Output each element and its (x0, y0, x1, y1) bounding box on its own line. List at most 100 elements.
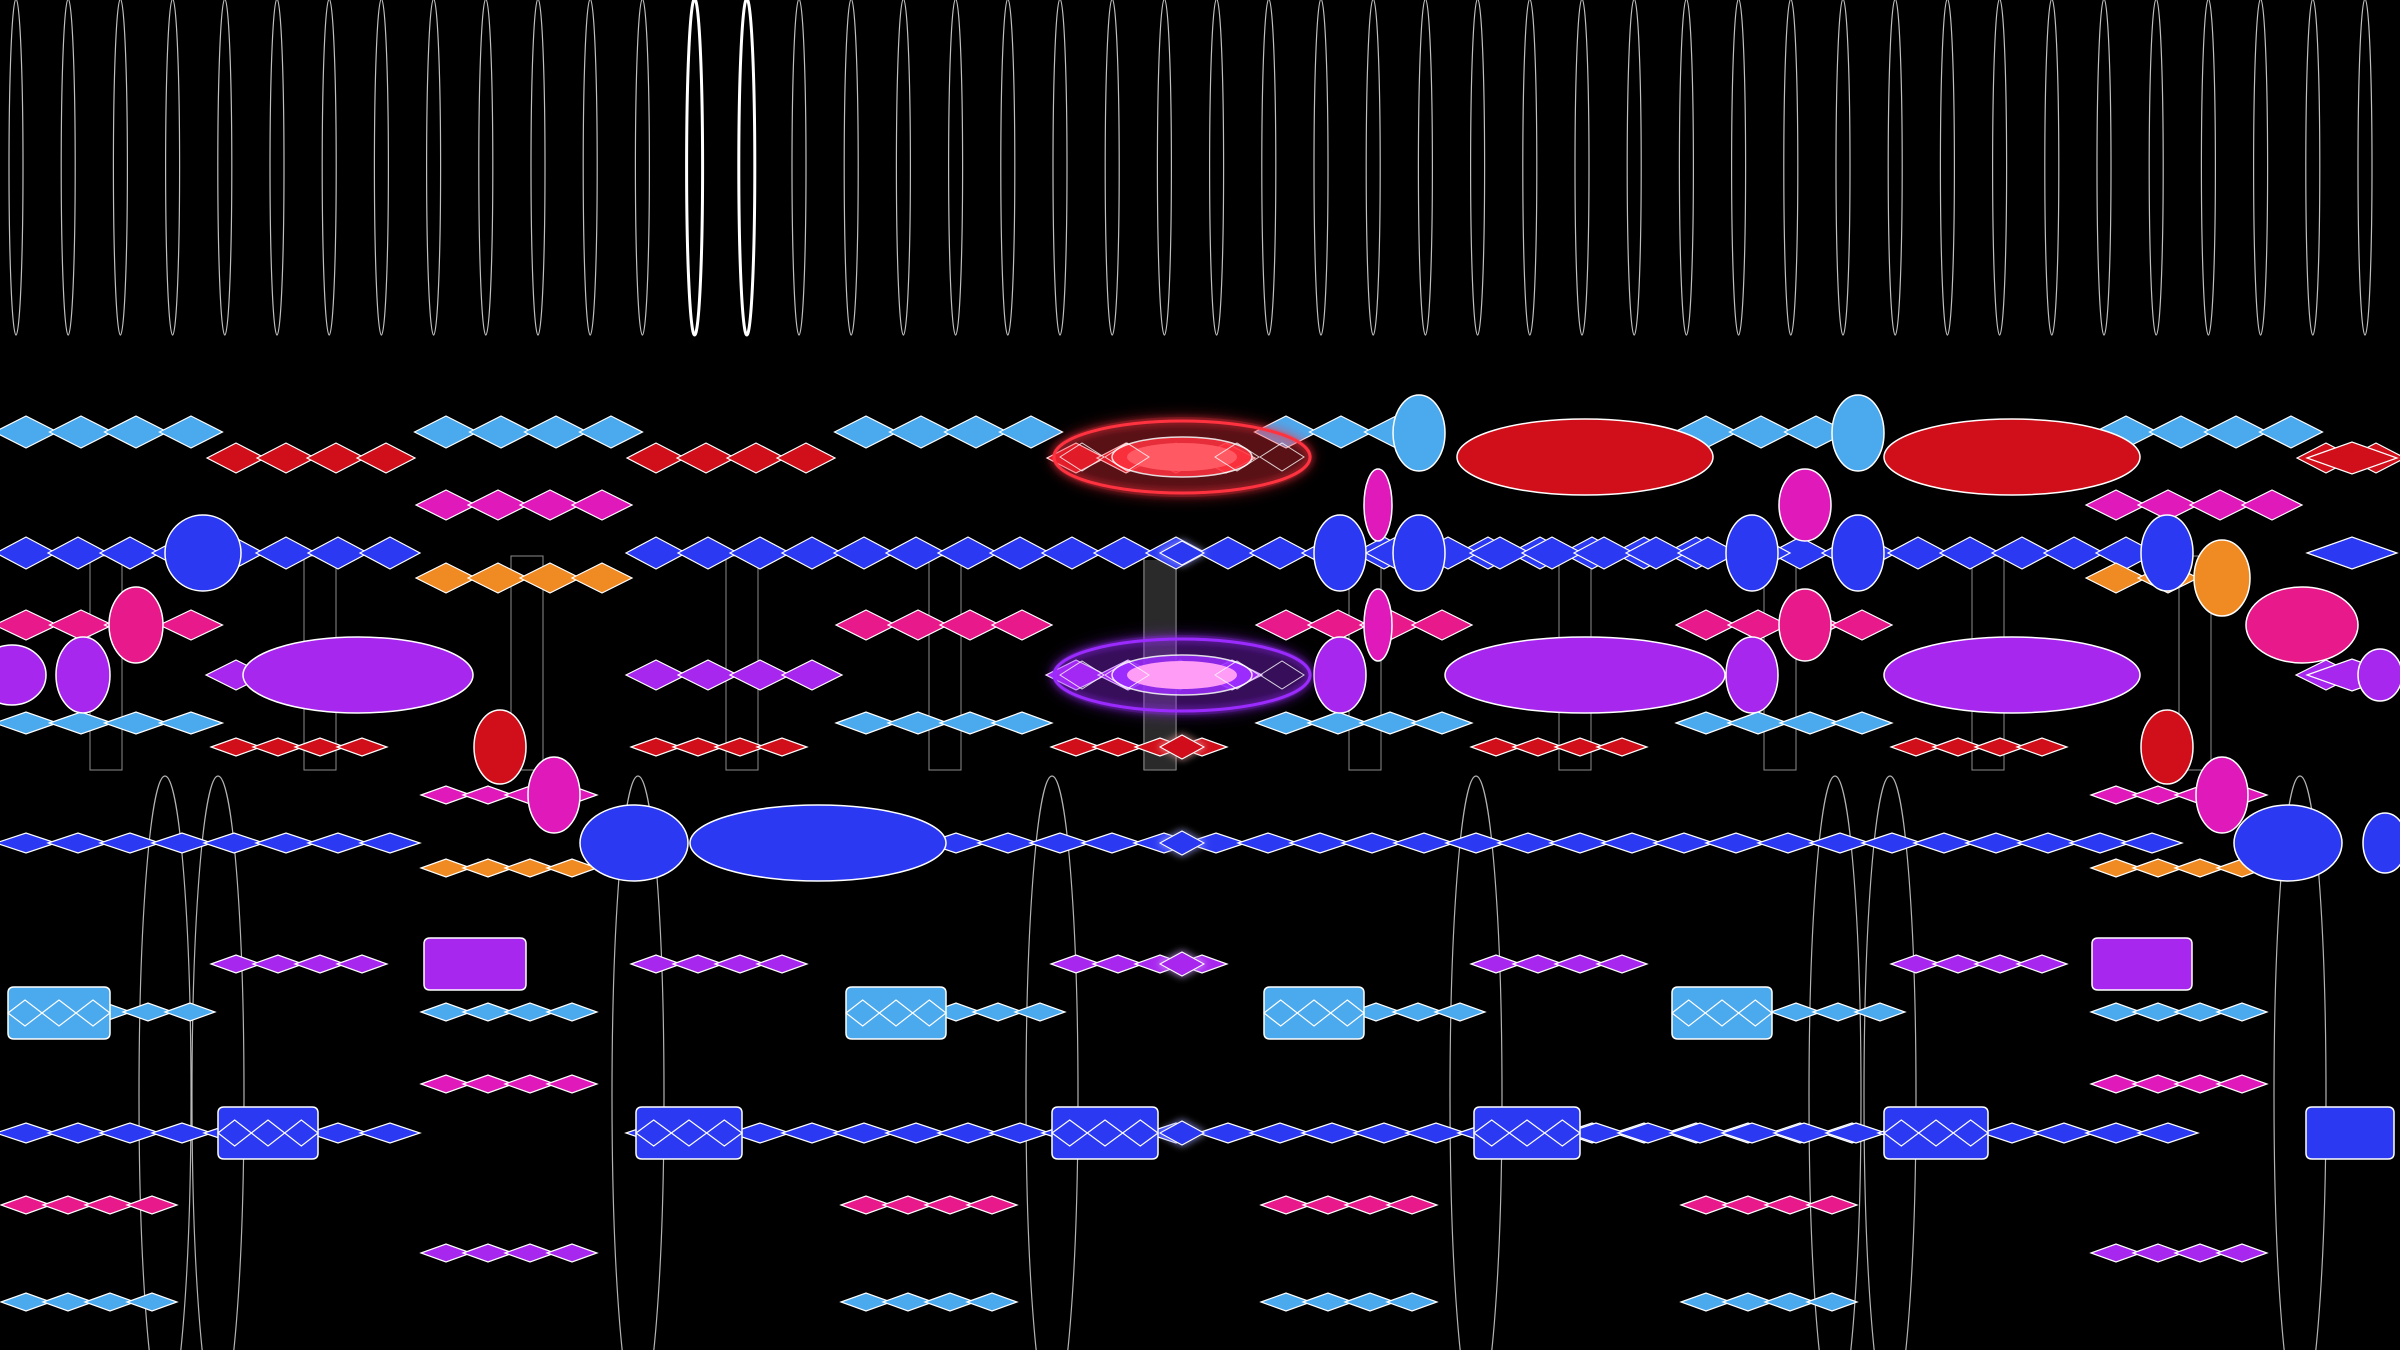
string-ellipse (426, 0, 442, 336)
string-ellipse (1574, 0, 1590, 336)
diamond-note (1433, 1002, 1487, 1022)
string-ellipse (1313, 0, 1329, 336)
diamond-note (2203, 415, 2269, 449)
diamond-note (578, 415, 644, 449)
string-ellipse (685, 0, 705, 337)
block-note (635, 1106, 743, 1160)
string-ellipse (2148, 0, 2164, 336)
string-ellipse (1522, 0, 1538, 336)
diamond-note (1308, 415, 1374, 449)
string-ellipse (611, 775, 665, 1350)
diamond-note (335, 737, 389, 757)
block-pattern (283, 1119, 319, 1147)
glow-diamond (1158, 540, 1206, 566)
diamond-note (570, 562, 634, 594)
string-ellipse (1863, 775, 1917, 1350)
diamond-note (335, 954, 389, 974)
string-ellipse (1939, 0, 1955, 336)
diamond-note (2305, 441, 2399, 475)
active-note-glows (1052, 417, 1312, 1146)
ellipse-note (2362, 812, 2400, 874)
string-ellipse (634, 0, 650, 336)
diamond-note (2305, 536, 2399, 570)
diamond-note (888, 415, 954, 449)
diamond-note (1853, 1002, 1907, 1022)
glow-diamond (1214, 660, 1260, 690)
string-ellipse (269, 0, 285, 336)
string-ellipse (1000, 0, 1016, 336)
ellipse-note (2195, 756, 2249, 834)
diamond-note (158, 415, 224, 449)
diamond-note (1013, 1002, 1067, 1022)
ellipse-note (55, 636, 111, 714)
diamond-note (158, 609, 224, 641)
ellipse-note (1313, 514, 1367, 592)
string-ellipse (2096, 0, 2112, 336)
string-ellipse (737, 0, 757, 337)
string-ellipse (1887, 0, 1903, 336)
string-ellipse (1783, 0, 1799, 336)
diamond-note (355, 442, 417, 474)
ellipse-note (1444, 636, 1726, 714)
ellipse-note (108, 586, 164, 664)
diamond-note (570, 489, 634, 521)
glow-core (1127, 661, 1237, 689)
diamond-note (157, 711, 225, 735)
ellipse-note (1778, 468, 1832, 542)
diamond-note (48, 609, 114, 641)
ellipse-note (2245, 586, 2359, 664)
string-ellipse (2273, 775, 2327, 1350)
diamond-note (125, 1292, 179, 1312)
string-ellipse (1626, 0, 1642, 336)
ellipse-note (473, 709, 527, 785)
string-ellipse (530, 0, 546, 336)
string-ellipse (2200, 0, 2216, 336)
diamond-note (523, 415, 589, 449)
ellipse-note (0, 644, 47, 706)
ellipse-note (1313, 636, 1367, 714)
ellipse-note (1363, 588, 1393, 662)
diamond-note (2120, 832, 2184, 854)
string-ellipse (217, 0, 233, 336)
string-ellipse (1104, 0, 1120, 336)
diamond-note (1385, 1195, 1439, 1215)
diamond-note (1830, 609, 1894, 641)
ellipse-note (1392, 514, 1446, 592)
block-note (7, 986, 111, 1040)
diamond-note (2215, 1074, 2269, 1094)
string-ellipse (1052, 0, 1068, 336)
diamond-note (1410, 609, 1474, 641)
ellipse-note (1392, 394, 1446, 472)
string-ellipse (1470, 0, 1486, 336)
ellipse-note (527, 756, 581, 834)
string-ellipse (2044, 0, 2060, 336)
note-shapes (0, 394, 2400, 1160)
block-note (1671, 986, 1773, 1040)
string-ellipse (791, 0, 807, 336)
string-ellipse (1449, 775, 1503, 1350)
string-ellipse (112, 0, 128, 336)
diamond-note (545, 1243, 599, 1263)
block-note (2305, 1106, 2395, 1160)
diamond-note (103, 415, 169, 449)
string-ellipse (1835, 0, 1851, 336)
diamond-note (125, 1195, 179, 1215)
diamond-note (2136, 1122, 2200, 1144)
diamond-note (2215, 1002, 2269, 1022)
diamond-note (48, 415, 114, 449)
ellipse-note (2193, 539, 2251, 617)
ellipse-note (2357, 648, 2400, 702)
string-ellipse (321, 0, 337, 336)
diamond-note (163, 1002, 217, 1022)
ellipse-note (2233, 804, 2343, 882)
ellipse-note (1831, 394, 1885, 472)
diamond-note (358, 1122, 422, 1144)
diamond-note (780, 659, 844, 691)
diamond-note (1595, 737, 1649, 757)
block-note (1263, 986, 1365, 1040)
string-ellipse (1417, 0, 1433, 336)
string-ellipse (2253, 0, 2269, 336)
string-ellipses (8, 0, 2373, 1350)
glow-diamond (1059, 442, 1105, 472)
